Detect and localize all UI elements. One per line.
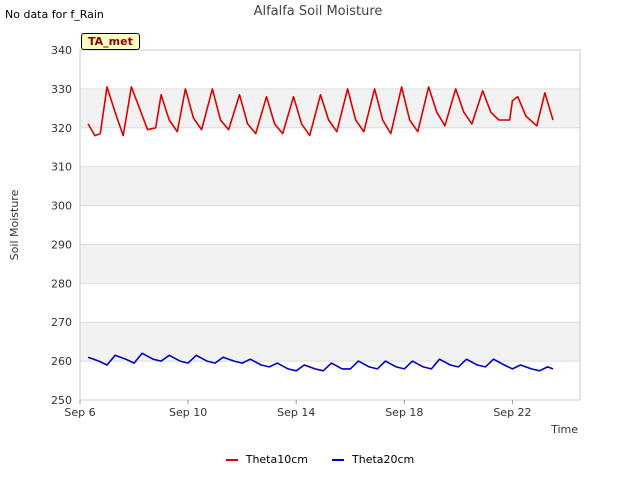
x-axis-label: Time bbox=[550, 423, 578, 436]
y-tick-label: 330 bbox=[51, 83, 72, 96]
y-tick-label: 290 bbox=[51, 238, 72, 251]
legend-swatch-theta20 bbox=[332, 458, 344, 461]
legend-swatch-theta10 bbox=[225, 458, 238, 461]
chart-title: Alfalfa Soil Moisture bbox=[254, 4, 383, 19]
grid-band bbox=[80, 166, 580, 206]
x-tick-label: Sep 6 bbox=[64, 406, 95, 419]
plot-area bbox=[79, 49, 581, 401]
y-tick-label: 280 bbox=[51, 277, 72, 290]
y-tick-label: 250 bbox=[51, 394, 72, 407]
legend-label-theta10: Theta10cm bbox=[245, 453, 308, 466]
y-axis-label: Soil Moisture bbox=[8, 189, 21, 260]
x-tick-label: Sep 14 bbox=[277, 406, 315, 419]
x-tick-label: Sep 22 bbox=[493, 406, 531, 419]
series-line-theta20cm bbox=[87, 352, 554, 372]
y-tick-label: 300 bbox=[51, 200, 72, 213]
y-tick-label: 310 bbox=[51, 161, 72, 174]
legend: Theta10cm Theta20cm bbox=[0, 453, 640, 466]
x-tick-label: Sep 18 bbox=[385, 406, 423, 419]
grid-band bbox=[80, 322, 580, 362]
no-data-note: No data for f_Rain bbox=[5, 8, 104, 21]
y-tick-label: 260 bbox=[51, 355, 72, 368]
x-tick-label: Sep 10 bbox=[169, 406, 207, 419]
y-tick-label: 270 bbox=[51, 316, 72, 329]
series-line-theta10cm bbox=[87, 86, 554, 137]
legend-item-theta10[interactable]: Theta10cm bbox=[225, 453, 308, 466]
y-tick-label: 340 bbox=[51, 44, 72, 57]
y-tick-label: 320 bbox=[51, 122, 72, 135]
legend-item-theta20[interactable]: Theta20cm bbox=[332, 453, 414, 466]
legend-label-theta20: Theta20cm bbox=[352, 453, 415, 466]
ta-met-badge: TA_met bbox=[81, 33, 140, 50]
grid-band bbox=[80, 244, 580, 284]
